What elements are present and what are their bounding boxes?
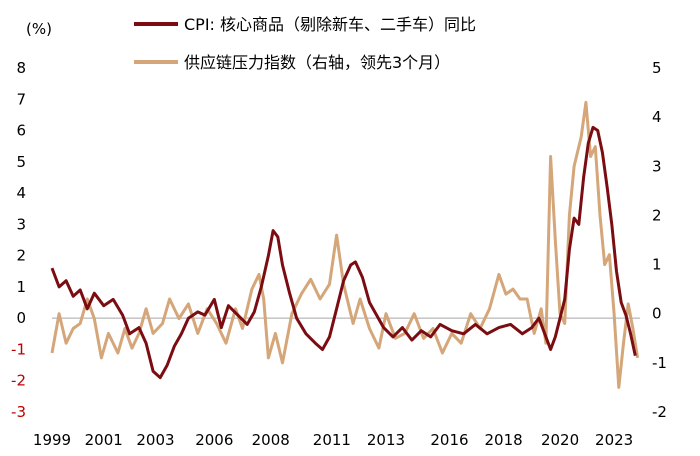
right-tick-label: 5: [652, 59, 662, 77]
x-tick-label: 2008: [252, 431, 290, 449]
legend-label: 供应链压力指数（右轴，领先3个月）: [184, 53, 450, 72]
x-tick-label: 2023: [595, 431, 633, 449]
x-tick-label: 2020: [541, 431, 579, 449]
left-tick-label: 6: [16, 122, 26, 140]
left-tick-label: 2: [16, 247, 26, 265]
right-tick-label: -2: [652, 403, 667, 421]
x-tick-label: 2011: [313, 431, 351, 449]
right-tick-label: 0: [652, 305, 662, 323]
right-axis-ticks: -2 -1 0 1 2 3 4 5: [652, 59, 667, 421]
x-axis-ticks: 1999 2001 2003 2006 2008 2011 2013 2016 2018 2020…: [33, 431, 633, 449]
left-tick-label: 1: [16, 278, 26, 296]
x-tick-label: 2003: [136, 431, 174, 449]
core-goods-cpi-line: [50, 125, 637, 380]
series-layer: [50, 100, 640, 389]
left-tick-label: 0: [16, 309, 26, 327]
left-tick-label: 8: [16, 59, 26, 77]
right-tick-label: 2: [652, 206, 662, 224]
left-tick-label: 7: [16, 90, 26, 108]
legend-label: CPI: 核心商品（剔除新车、二手车）同比: [184, 15, 476, 34]
left-tick-label: 5: [16, 153, 26, 171]
right-tick-label: 1: [652, 256, 662, 274]
x-tick-label: 1999: [33, 431, 71, 449]
left-tick-label: 3: [16, 215, 26, 233]
y-unit-label: (%): [26, 20, 52, 38]
left-tick-label: -2: [11, 372, 26, 390]
right-tick-label: -1: [652, 354, 667, 372]
x-tick-label: 2013: [367, 431, 405, 449]
right-tick-label: 3: [652, 157, 662, 175]
x-tick-label: 2018: [484, 431, 522, 449]
right-tick-label: 4: [652, 108, 662, 126]
x-tick-label: 2006: [195, 431, 233, 449]
left-tick-label: 4: [16, 184, 26, 202]
left-axis-ticks: -3 -2 -1 0 1 2 3 4 5 6 7 8: [11, 59, 26, 421]
left-tick-label: -1: [11, 340, 26, 358]
x-tick-label: 2001: [85, 431, 123, 449]
supply-chain-pressure-line: [50, 100, 640, 389]
x-tick-label: 2016: [430, 431, 468, 449]
left-tick-label: -3: [11, 403, 26, 421]
